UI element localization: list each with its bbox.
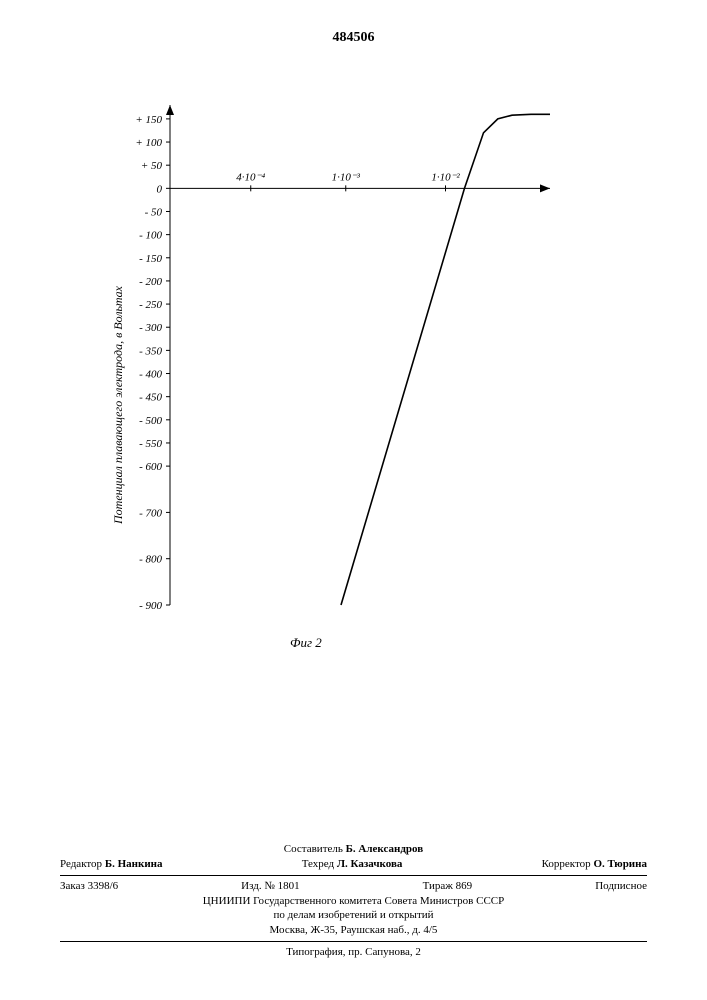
svg-text:- 150: - 150 [139,253,162,265]
corrector: Корректор О. Тюрина [542,857,647,872]
credits-row: Редактор Б. Нанкина Техред Л. Казачкова … [0,857,707,872]
page: 484506 + 150 + 100 + 50 0 - 50 - 100 - 150 - 20… [0,0,707,1000]
svg-text:- 400: - 400 [139,369,162,381]
svg-text:- 600: - 600 [139,461,162,473]
svg-text:- 200: - 200 [139,276,162,288]
svg-text:- 800: - 800 [139,554,162,566]
addr-line-1: Москва, Ж-35, Раушская наб., д. 4/5 [0,923,707,938]
svg-text:- 50: - 50 [145,206,163,218]
chart: + 150 + 100 + 50 0 - 50 - 100 - 150 - 200 - 250 -… [110,95,560,630]
techred: Техред Л. Казачкова [302,857,403,872]
svg-text:- 500: - 500 [139,415,162,427]
svg-text:- 250: - 250 [139,299,162,311]
document-number: 484506 [0,30,707,46]
order: Заказ 3398/6 [60,879,118,894]
print-row: Заказ 3398/6 Изд. № 1801 Тираж 869 Подпи… [0,879,707,894]
footer: Составитель Б. Александров Редактор Б. Н… [0,842,707,960]
svg-text:1·10⁻³: 1·10⁻³ [332,171,361,183]
svg-text:1·10⁻²: 1·10⁻² [431,171,460,183]
svg-text:- 900: - 900 [139,600,162,612]
svg-text:+ 150: + 150 [135,114,162,126]
org-line-1: ЦНИИПИ Государственного комитета Совета … [0,894,707,909]
subscription: Подписное [595,879,647,894]
svg-text:- 700: - 700 [139,507,162,519]
editor: Редактор Б. Нанкина [60,857,163,872]
divider-2 [60,941,647,942]
divider [60,875,647,876]
svg-text:- 300: - 300 [139,322,162,334]
svg-text:- 450: - 450 [139,392,162,404]
svg-text:+ 100: + 100 [135,137,162,149]
svg-text:- 550: - 550 [139,438,162,450]
svg-text:0: 0 [157,183,163,195]
svg-text:- 350: - 350 [139,345,162,357]
svg-text:4·10⁻⁴: 4·10⁻⁴ [236,171,265,183]
izd: Изд. № 1801 [241,879,299,894]
svg-text:- 100: - 100 [139,230,162,242]
org-line-2: по делам изобретений и открытий [0,908,707,923]
composer-line: Составитель Б. Александров [0,842,707,857]
svg-text:+ 50: + 50 [141,160,163,172]
chart-svg: + 150 + 100 + 50 0 - 50 - 100 - 150 - 200 - 250 -… [110,95,560,625]
svg-text:Потенциал плавающего электрода: Потенциал плавающего электрода, в Вольта… [111,285,125,525]
addr-line-2: Типография, пр. Сапунова, 2 [0,945,707,960]
figure-caption: Фиг 2 [290,635,322,651]
tirage: Тираж 869 [423,879,473,894]
